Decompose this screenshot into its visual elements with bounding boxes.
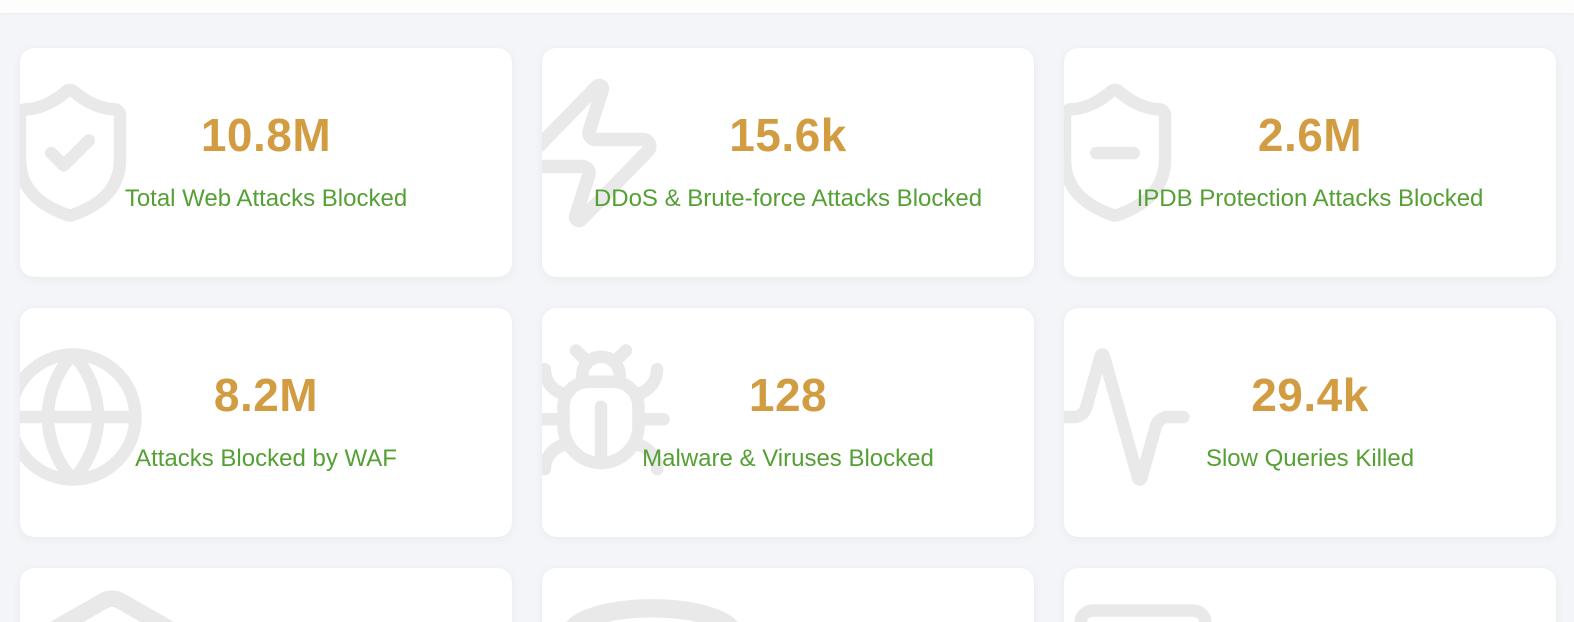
- stat-label: DDoS & Brute-force Attacks Blocked: [593, 184, 983, 212]
- stat-card-slow-queries: 29.4k Slow Queries Killed: [1064, 308, 1556, 537]
- stat-card-partial-2: [542, 568, 1034, 622]
- stat-value: 10.8M: [200, 109, 332, 162]
- stat-label: Slow Queries Killed: [1205, 444, 1415, 472]
- top-edge-strip: [0, 0, 1574, 13]
- stat-card-partial-3: [1064, 568, 1556, 622]
- stat-value: 15.6k: [729, 109, 847, 162]
- stat-card-ipdb-protection: 2.6M IPDB Protection Attacks Blocked: [1064, 48, 1556, 277]
- stat-card-partial-1: [20, 568, 512, 622]
- activity-icon: [1064, 342, 1196, 492]
- server-icon: [1068, 598, 1218, 622]
- stat-card-malware: 128 Malware & Viruses Blocked: [542, 308, 1034, 537]
- stat-label: Attacks Blocked by WAF: [135, 444, 397, 472]
- box-icon: [20, 582, 212, 622]
- stat-label: Total Web Attacks Blocked: [124, 184, 408, 212]
- database-icon: [542, 590, 762, 622]
- stats-grid: 10.8M Total Web Attacks Blocked 15.6k DD…: [20, 48, 1556, 622]
- stat-value: 128: [748, 369, 828, 422]
- stat-value: 29.4k: [1251, 369, 1369, 422]
- stat-value: 8.2M: [213, 369, 319, 422]
- stat-label: Malware & Viruses Blocked: [642, 444, 934, 472]
- stat-card-waf: 8.2M Attacks Blocked by WAF: [20, 308, 512, 537]
- stat-label: IPDB Protection Attacks Blocked: [1136, 184, 1484, 212]
- stat-value: 2.6M: [1257, 109, 1363, 162]
- globe-icon: [20, 342, 148, 492]
- stat-card-ddos-bruteforce: 15.6k DDoS & Brute-force Attacks Blocked: [542, 48, 1034, 277]
- stat-card-total-web-attacks: 10.8M Total Web Attacks Blocked: [20, 48, 512, 277]
